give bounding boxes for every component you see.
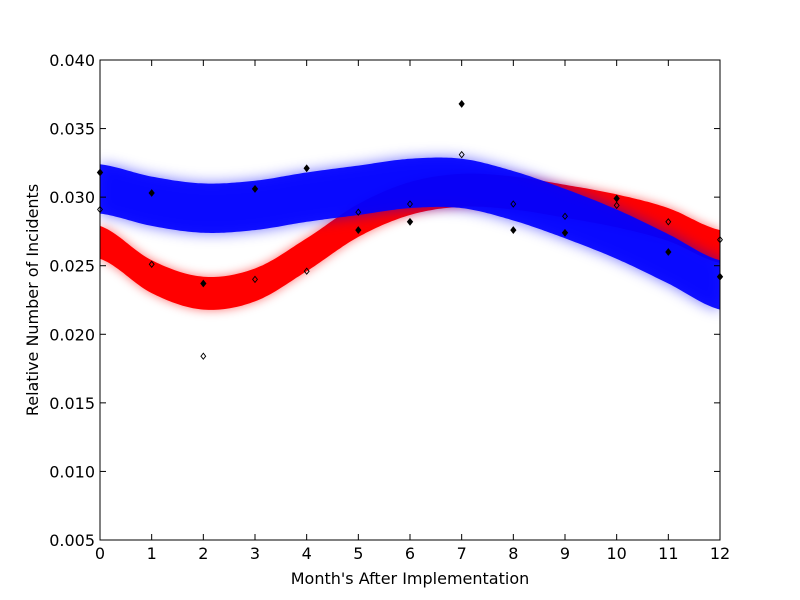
open-diamond-point [148,260,155,269]
open-diamond-point [407,200,413,208]
filled-diamond-point [355,226,362,235]
y-tick-label: 0.040 [49,51,95,70]
y-tick-label: 0.030 [49,188,95,207]
open-diamond-point [613,201,620,210]
x-tick-label: 0 [95,544,105,563]
x-tick-label: 8 [508,544,518,563]
y-tick-label: 0.010 [49,462,95,481]
open-diamond-point [562,212,568,221]
x-tick-label: 3 [250,544,260,563]
x-tick-label: 2 [198,544,208,563]
x-tick-label: 1 [147,544,157,563]
y-axis-label: Relative Number of Incidents [23,184,42,416]
filled-diamond-point [148,189,155,197]
y-tick-label: 0.025 [49,257,95,276]
x-tick-label: 12 [710,544,730,563]
data-markers [96,99,724,360]
x-tick-label: 5 [353,544,363,563]
confidence-bands [100,157,720,310]
x-tick-label: 6 [405,544,415,563]
filled-diamond-point [458,99,465,108]
x-tick-label: 11 [658,544,678,563]
open-diamond-point [510,200,517,208]
filled-diamond-point [665,248,672,256]
filled-diamond-point [251,184,259,193]
x-tick-label: 7 [457,544,467,563]
open-diamond-point [252,275,258,284]
filled-diamond-point [510,226,517,235]
band-1 [100,157,720,310]
y-tick-label: 0.035 [49,120,95,139]
open-diamond-point [200,352,207,360]
open-diamond-point [665,218,672,226]
band-1-core [100,157,720,310]
x-axis-ticks: 0 1 2 3 4 5 6 7 8 9 10 11 12 [95,60,730,563]
y-tick-label: 0.020 [49,325,95,344]
x-tick-label: 10 [606,544,626,563]
x-tick-label: 4 [302,544,312,563]
filled-diamond-point [406,217,414,226]
filled-diamond-point [561,228,569,237]
y-tick-label: 0.015 [49,394,95,413]
x-tick-label: 9 [560,544,570,563]
filled-diamond-point [200,279,207,288]
filled-diamond-point [303,164,310,173]
open-diamond-point [303,267,310,275]
open-diamond-point [458,150,465,159]
y-axis-ticks: 0.005 0.010 0.015 0.020 0.025 0.030 0.035 0.040 [49,51,720,550]
y-tick-label: 0.005 [49,531,95,550]
x-axis-label: Month's After Implementation [291,569,530,588]
open-diamond-point [355,208,362,216]
